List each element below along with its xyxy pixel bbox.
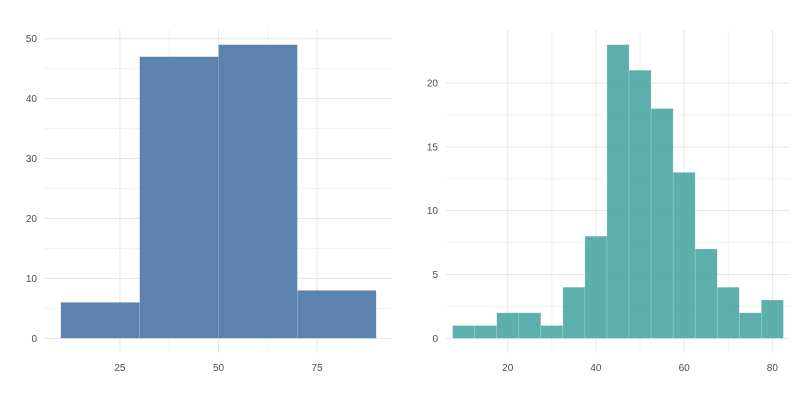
histogram-bar — [562, 286, 586, 339]
y-tick-label: 20 — [427, 78, 439, 89]
histogram-bar — [518, 312, 542, 339]
histogram-bar — [650, 108, 674, 339]
y-tick-label: 50 — [26, 34, 38, 45]
x-tick-label: 25 — [114, 363, 126, 374]
histogram-bar — [139, 56, 219, 339]
x-tick-label: 60 — [679, 363, 691, 374]
histogram-bar — [60, 302, 140, 339]
histogram-bar — [474, 325, 498, 339]
x-tick-label: 50 — [213, 363, 225, 374]
left-histogram-panel: 0 10 20 30 40 50 25 50 75 — [26, 30, 392, 374]
histogram-bar — [606, 44, 630, 339]
right-histogram-panel: 0 5 10 15 20 20 40 60 80 — [427, 30, 790, 374]
y-tick-label: 10 — [427, 206, 439, 217]
x-tick-label: 75 — [312, 363, 324, 374]
histogram-bar — [672, 172, 696, 339]
histogram-bar — [584, 235, 608, 339]
histogram-bar — [628, 69, 652, 339]
histogram-bar — [694, 248, 718, 339]
y-tick-label: 30 — [26, 154, 38, 165]
histogram-bar — [716, 286, 740, 339]
x-tick-label: 20 — [502, 363, 514, 374]
x-tick-label: 80 — [767, 363, 779, 374]
x-tick-label: 40 — [590, 363, 602, 374]
y-tick-label: 5 — [432, 270, 438, 281]
histogram-bar — [218, 44, 298, 339]
histogram-bar — [738, 312, 762, 339]
y-tick-label: 20 — [26, 214, 38, 225]
y-tick-label: 0 — [31, 334, 37, 345]
y-tick-label: 40 — [26, 94, 38, 105]
y-tick-label: 0 — [432, 334, 438, 345]
y-tick-label: 10 — [26, 274, 38, 285]
histogram-bar — [297, 290, 377, 339]
histogram-bar — [496, 312, 520, 339]
histogram-bar — [761, 299, 784, 339]
histogram-bar — [540, 325, 564, 339]
y-tick-label: 15 — [427, 142, 439, 153]
histogram-bar — [452, 325, 475, 339]
